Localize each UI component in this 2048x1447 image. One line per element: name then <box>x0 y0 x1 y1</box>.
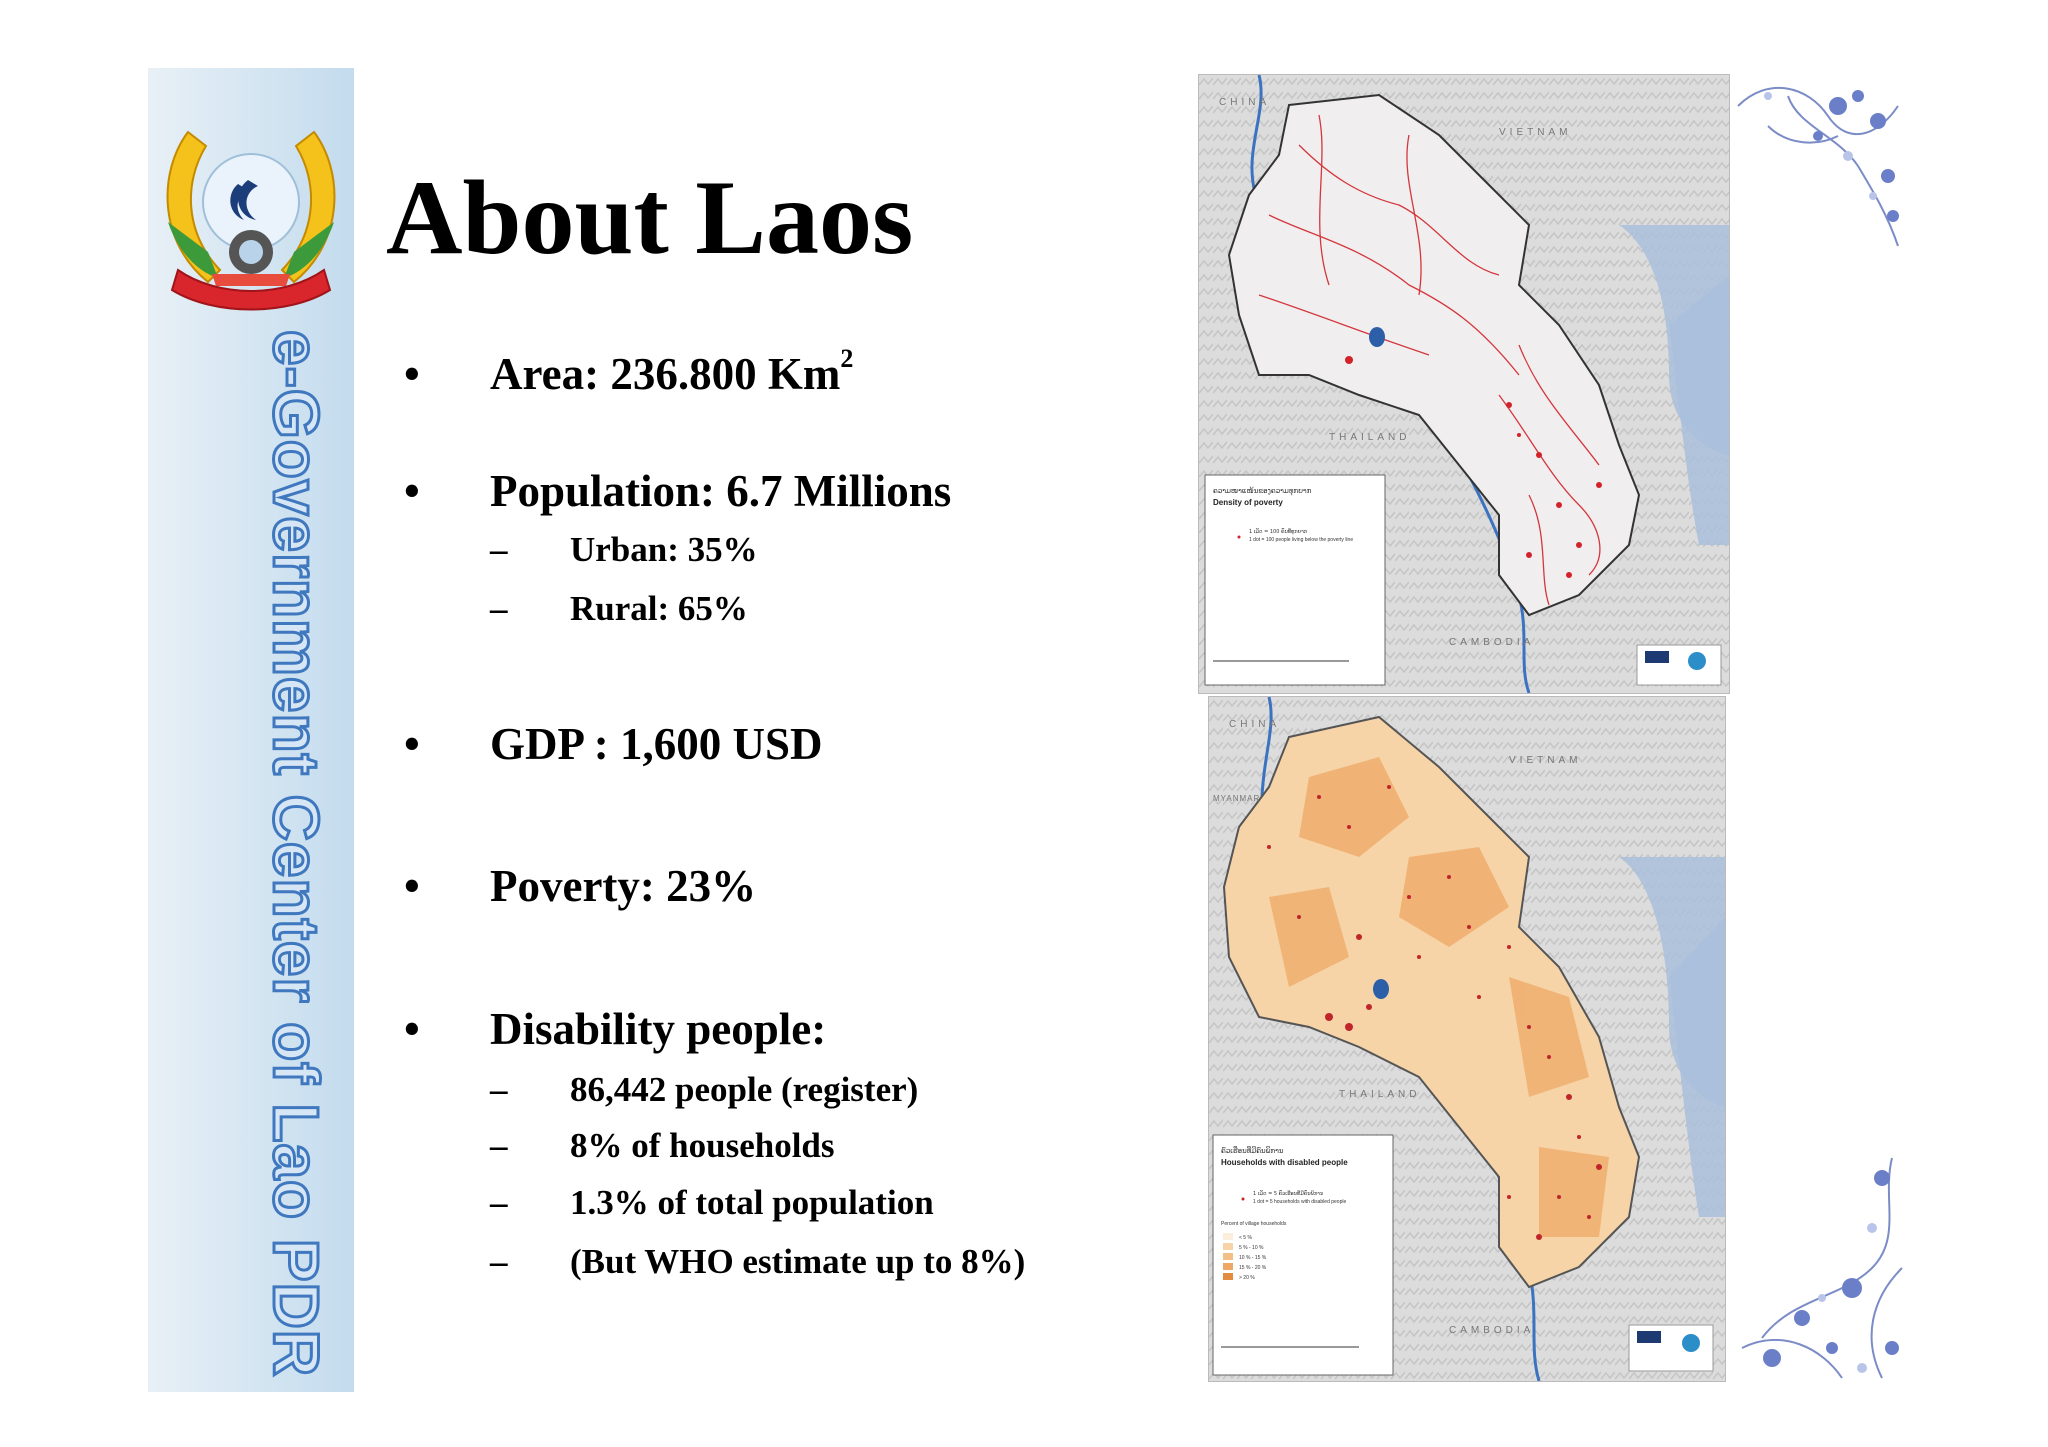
bullet-glyph: • <box>404 861 420 911</box>
legend-line: 1 dot = 5 households with disabled peopl… <box>1253 1199 1346 1205</box>
bullet-glyph: • <box>404 719 420 769</box>
bullet-glyph: • <box>404 349 420 399</box>
map-label-thailand: THAILAND <box>1329 432 1410 443</box>
bullet-text: Population: 6.7 Millions <box>490 466 952 516</box>
legend-sub: Percent of village households <box>1221 1221 1287 1227</box>
floral-flourish-bottom-icon <box>1741 1157 1903 1379</box>
disability-households-map: CHINA MYANMAR VIETNAM THAILAND CAMBODIA … <box>1208 696 1726 1382</box>
map-label-china: CHINA <box>1219 97 1270 108</box>
legend-class: 10 % - 15 % <box>1239 1255 1267 1261</box>
sub-glyph: – <box>490 1183 508 1222</box>
floral-flourish-top-icon <box>1737 87 1899 247</box>
sub-glyph: – <box>490 589 508 628</box>
map-label-cambodia: CAMBODIA <box>1449 637 1534 648</box>
legend-line: 1 dot = 100 people living below the pove… <box>1249 537 1353 543</box>
map-label-cambodia: CAMBODIA <box>1449 1325 1534 1336</box>
map-label-vietnam: VIETNAM <box>1499 127 1571 138</box>
legend-line-lao: 1 ເມັດ = 100 ຄົນທີ່ທຸກຍາກ <box>1249 528 1308 535</box>
page-title: About Laos <box>386 159 914 276</box>
bullet-text: GDP : 1,600 USD <box>490 719 823 769</box>
legend-title-lao: ຄວາມໜາແໜ້ນຂອງຄວາມທຸກຍາກ <box>1213 486 1312 496</box>
sidebar-banner: e-Government Center of Lao PDR <box>148 68 354 1392</box>
legend-title-lao: ຄົວເຮືອນທີ່ມີຄົນພິການ <box>1221 1146 1284 1155</box>
legend-title: Density of poverty <box>1213 498 1283 507</box>
map-label-thailand: THAILAND <box>1339 1089 1420 1100</box>
bullet-text: Area: 236.800 Km2 <box>490 344 854 399</box>
sub-glyph: – <box>490 1070 508 1109</box>
sub-glyph: – <box>490 530 508 569</box>
poverty-density-map: CHINA VIETNAM THAILAND CAMBODIA ຄວາມໜາແໜ… <box>1198 74 1730 694</box>
map-label-myanmar: MYANMAR <box>1213 794 1260 803</box>
superscript: 2 <box>840 344 854 373</box>
sub-glyph: – <box>490 1242 508 1281</box>
map-label-vietnam: VIETNAM <box>1509 755 1581 766</box>
bullet-text: Poverty: 23% <box>490 861 757 911</box>
legend-title: Households with disabled people <box>1221 1158 1348 1167</box>
bullet-glyph: • <box>404 466 420 516</box>
bullet-text: Disability people: <box>490 1004 827 1054</box>
lao-emblem-icon <box>166 130 336 311</box>
legend-class: > 20 % <box>1239 1275 1255 1281</box>
legend-class: 15 % - 20 % <box>1239 1265 1267 1271</box>
sub-glyph: – <box>490 1126 508 1165</box>
map-label-china: CHINA <box>1229 719 1280 730</box>
vertical-banner-text: e-Government Center of Lao PDR <box>259 329 334 1379</box>
bullet-glyph: • <box>404 1004 420 1054</box>
legend-class: < 5 % <box>1239 1235 1252 1241</box>
legend-class: 5 % - 10 % <box>1239 1245 1264 1251</box>
legend-line-lao: 1 ເມັດ = 5 ຄົວເຮືອນທີ່ມີຄົນພິການ <box>1253 1190 1323 1197</box>
